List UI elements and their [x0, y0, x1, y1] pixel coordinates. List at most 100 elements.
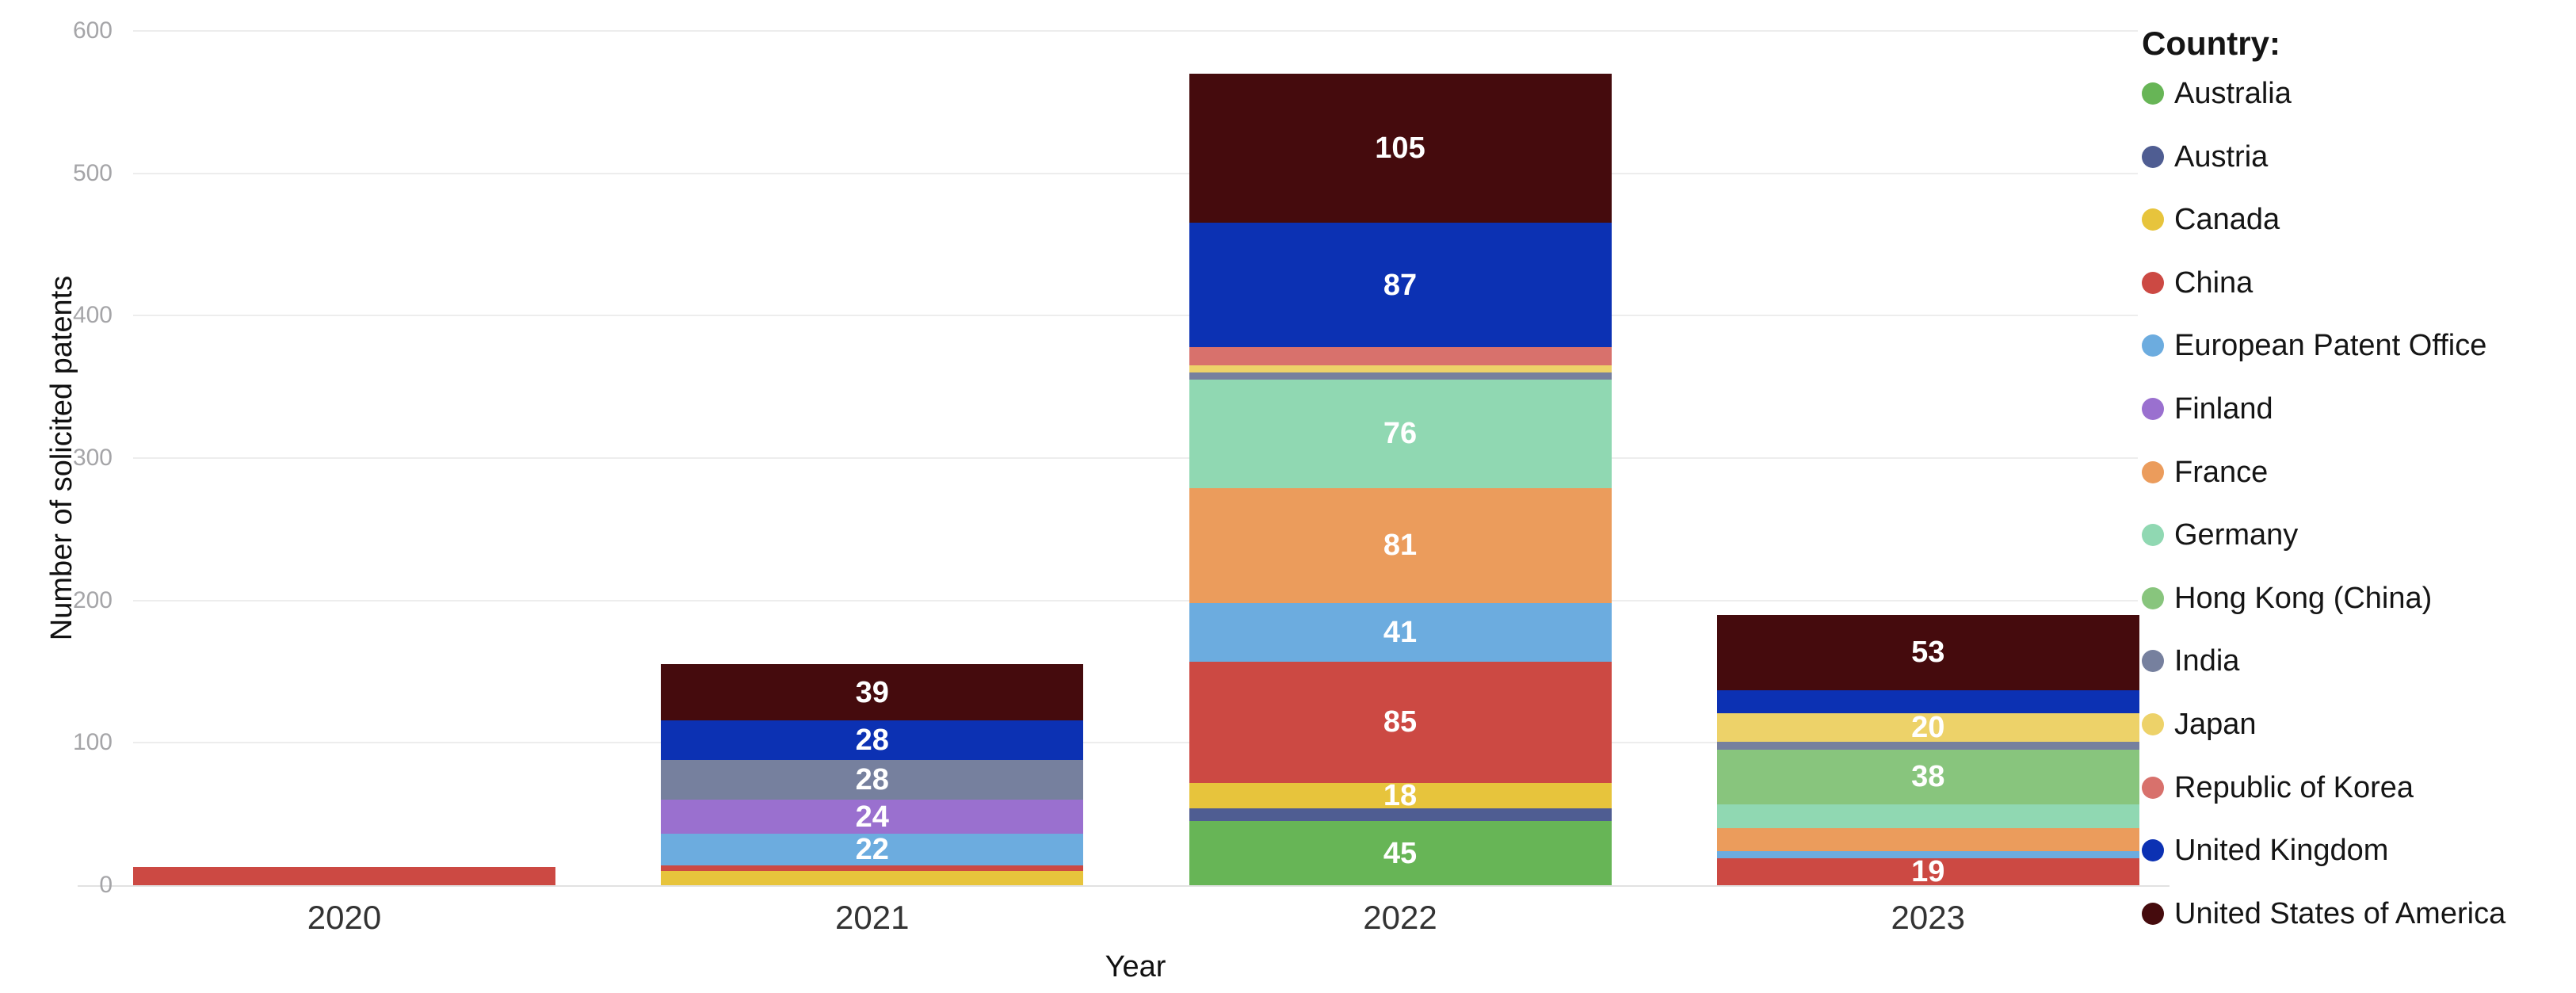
- bar-segment[interactable]: [1189, 73, 1612, 223]
- x-axis-title: Year: [1105, 950, 1166, 983]
- legend-dot-icon: [2142, 650, 2164, 673]
- bar-segment[interactable]: [1716, 689, 2139, 713]
- gridline: [133, 172, 2138, 174]
- bar-segment[interactable]: [661, 871, 1084, 885]
- bar-segment[interactable]: [1189, 821, 1612, 885]
- bar-value-label: 45: [1383, 836, 1418, 870]
- legend-dot-icon: [2142, 398, 2164, 420]
- bar-segment[interactable]: [1716, 828, 2139, 851]
- legend-item-label: Republic of Korea: [2174, 770, 2414, 804]
- x-tick-label: 2022: [1363, 899, 1437, 936]
- bar-segment[interactable]: [661, 664, 1084, 720]
- legend-dot-icon: [2142, 460, 2164, 483]
- gridline: [133, 456, 2138, 459]
- legend-item[interactable]: Austria: [2139, 133, 2574, 181]
- x-axis-line: [78, 885, 2170, 887]
- bar-segment[interactable]: [661, 720, 1084, 760]
- legend-item-label: Germany: [2174, 518, 2299, 552]
- legend-dot-icon: [2142, 902, 2164, 925]
- legend-item[interactable]: United Kingdom: [2139, 827, 2574, 874]
- legend-item[interactable]: European Patent Office: [2139, 322, 2574, 369]
- bar-segment[interactable]: [1189, 380, 1612, 488]
- bar-segment[interactable]: [661, 865, 1084, 872]
- legend: Country: Australia Austria Canada China Euro…: [2139, 0, 2576, 993]
- legend-item[interactable]: Finland: [2139, 385, 2574, 433]
- legend-dot-icon: [2142, 586, 2164, 609]
- legend-item[interactable]: Hong Kong (China): [2139, 575, 2574, 622]
- legend-item-label: Japan: [2174, 708, 2257, 741]
- bar-segment[interactable]: [1716, 750, 2139, 804]
- legend-item[interactable]: Japan: [2139, 701, 2574, 748]
- legend-item[interactable]: United States of America: [2139, 890, 2574, 938]
- legend-item-label: United Kingdom: [2174, 834, 2389, 868]
- legend-item-label: Australia: [2174, 77, 2292, 110]
- bar-segment[interactable]: [1716, 614, 2139, 690]
- legend-item-label: Austria: [2174, 139, 2269, 174]
- legend-dot-icon: [2142, 271, 2164, 294]
- y-tick-label: 300: [72, 444, 113, 471]
- legend-item[interactable]: Australia: [2139, 70, 2574, 117]
- legend-dot-icon: [2142, 713, 2164, 735]
- bar-segment[interactable]: [1189, 346, 1612, 366]
- bar-value-label: 39: [855, 675, 889, 709]
- bar-segment[interactable]: [1189, 808, 1612, 822]
- bar-value-label: 28: [855, 763, 889, 797]
- bar-value-label: 85: [1383, 705, 1418, 739]
- bar-segment[interactable]: [1189, 372, 1612, 380]
- bar-value-label: 18: [1383, 778, 1418, 812]
- y-tick-label: 500: [72, 159, 113, 186]
- legend-item[interactable]: France: [2139, 449, 2574, 496]
- x-tick-label: 2020: [307, 899, 382, 936]
- bar-segment[interactable]: [661, 834, 1084, 865]
- legend-dot-icon: [2142, 839, 2164, 862]
- bar-segment[interactable]: [1189, 661, 1612, 783]
- legend-dot-icon: [2142, 145, 2164, 168]
- bar-value-label: 53: [1911, 636, 1945, 670]
- bar-segment[interactable]: [661, 800, 1084, 835]
- bar-segment[interactable]: [1189, 223, 1612, 347]
- bar-segment[interactable]: [1716, 804, 2139, 829]
- bar-value-label: 76: [1383, 417, 1418, 451]
- legend-item[interactable]: Republic of Korea: [2139, 764, 2574, 812]
- legend-item[interactable]: Germany: [2139, 511, 2574, 559]
- bar-segment[interactable]: [661, 759, 1084, 800]
- y-tick-label: 200: [72, 586, 113, 613]
- bar-segment[interactable]: [1189, 487, 1612, 604]
- bar-value-label: 81: [1383, 529, 1418, 563]
- bar-segment[interactable]: [1189, 365, 1612, 373]
- bar-value-label: 20: [1911, 710, 1945, 744]
- legend-item[interactable]: India: [2139, 637, 2574, 685]
- bar-segment[interactable]: [1716, 857, 2139, 885]
- legend-item[interactable]: Canada: [2139, 196, 2574, 243]
- legend-dot-icon: [2142, 524, 2164, 547]
- legend-item[interactable]: China: [2139, 259, 2574, 307]
- bar-value-label: 22: [855, 833, 889, 867]
- bar-value-label: 87: [1383, 268, 1418, 302]
- legend-item-label: United States of America: [2174, 896, 2506, 930]
- x-tick-label: 2023: [1891, 899, 1965, 936]
- legend-item-label: India: [2174, 644, 2240, 678]
- bar-value-label: 24: [855, 800, 889, 834]
- bar-value-label: 38: [1911, 760, 1945, 794]
- bar-segment[interactable]: [1189, 782, 1612, 808]
- legend-title: Country:: [2142, 25, 2280, 62]
- legend-item-label: Hong Kong (China): [2174, 581, 2433, 615]
- y-tick-label: 0: [99, 872, 113, 898]
- y-tick-label: 600: [72, 17, 113, 44]
- legend-item-label: Finland: [2174, 392, 2273, 426]
- legend-dot-icon: [2142, 82, 2164, 105]
- bar-segment[interactable]: [133, 866, 555, 885]
- gridline: [133, 315, 2138, 317]
- y-tick-label: 100: [72, 729, 113, 756]
- legend-dot-icon: [2142, 776, 2164, 799]
- bar-segment[interactable]: [1716, 850, 2139, 858]
- bar-value-label: 41: [1383, 616, 1418, 650]
- bar-segment[interactable]: [1189, 603, 1612, 662]
- bar-segment[interactable]: [1716, 741, 2139, 750]
- bar-value-label: 105: [1375, 132, 1425, 166]
- legend-item-label: China: [2174, 265, 2254, 300]
- gridline: [133, 599, 2138, 602]
- gridline: [133, 29, 2138, 32]
- bar-segment[interactable]: [1716, 712, 2139, 742]
